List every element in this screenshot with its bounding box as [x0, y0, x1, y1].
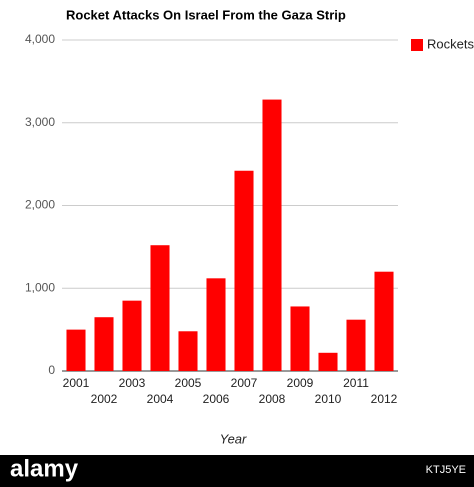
x-tick-label: 2001	[63, 376, 90, 390]
bar	[262, 99, 282, 371]
bar	[150, 245, 170, 371]
x-axis-title: Year	[220, 431, 247, 446]
bar	[122, 300, 142, 371]
legend-swatch	[411, 39, 423, 51]
footer-brand: alamy	[10, 455, 79, 482]
bar	[178, 331, 198, 371]
bar	[374, 271, 394, 371]
y-tick-label: 3,000	[25, 115, 55, 129]
bar	[66, 329, 86, 371]
x-tick-label: 2002	[91, 392, 118, 406]
x-tick-label: 2007	[231, 376, 258, 390]
x-tick-label: 2005	[175, 376, 202, 390]
y-tick-label: 4,000	[25, 32, 55, 46]
x-tick-label: 2003	[119, 376, 146, 390]
x-tick-label: 2009	[287, 376, 314, 390]
y-tick-label: 1,000	[25, 280, 55, 294]
x-tick-label: 2012	[371, 392, 398, 406]
x-tick-label: 2008	[259, 392, 286, 406]
y-tick-label: 0	[48, 363, 55, 377]
x-tick-label: 2011	[343, 376, 369, 390]
bar	[206, 278, 226, 371]
y-tick-label: 2,000	[25, 198, 55, 212]
x-tick-label: 2004	[147, 392, 174, 406]
chart-title: Rocket Attacks On Israel From the Gaza S…	[66, 7, 346, 22]
x-tick-label: 2006	[203, 392, 230, 406]
footer-image-id: KTJ5YE	[426, 464, 466, 476]
bar	[346, 319, 366, 371]
legend-label: Rockets	[427, 36, 474, 51]
bar	[234, 170, 254, 371]
x-tick-label: 2010	[315, 392, 342, 406]
footer-bar	[0, 455, 474, 487]
bar	[290, 306, 310, 371]
bar	[318, 352, 338, 371]
bar	[94, 317, 114, 371]
